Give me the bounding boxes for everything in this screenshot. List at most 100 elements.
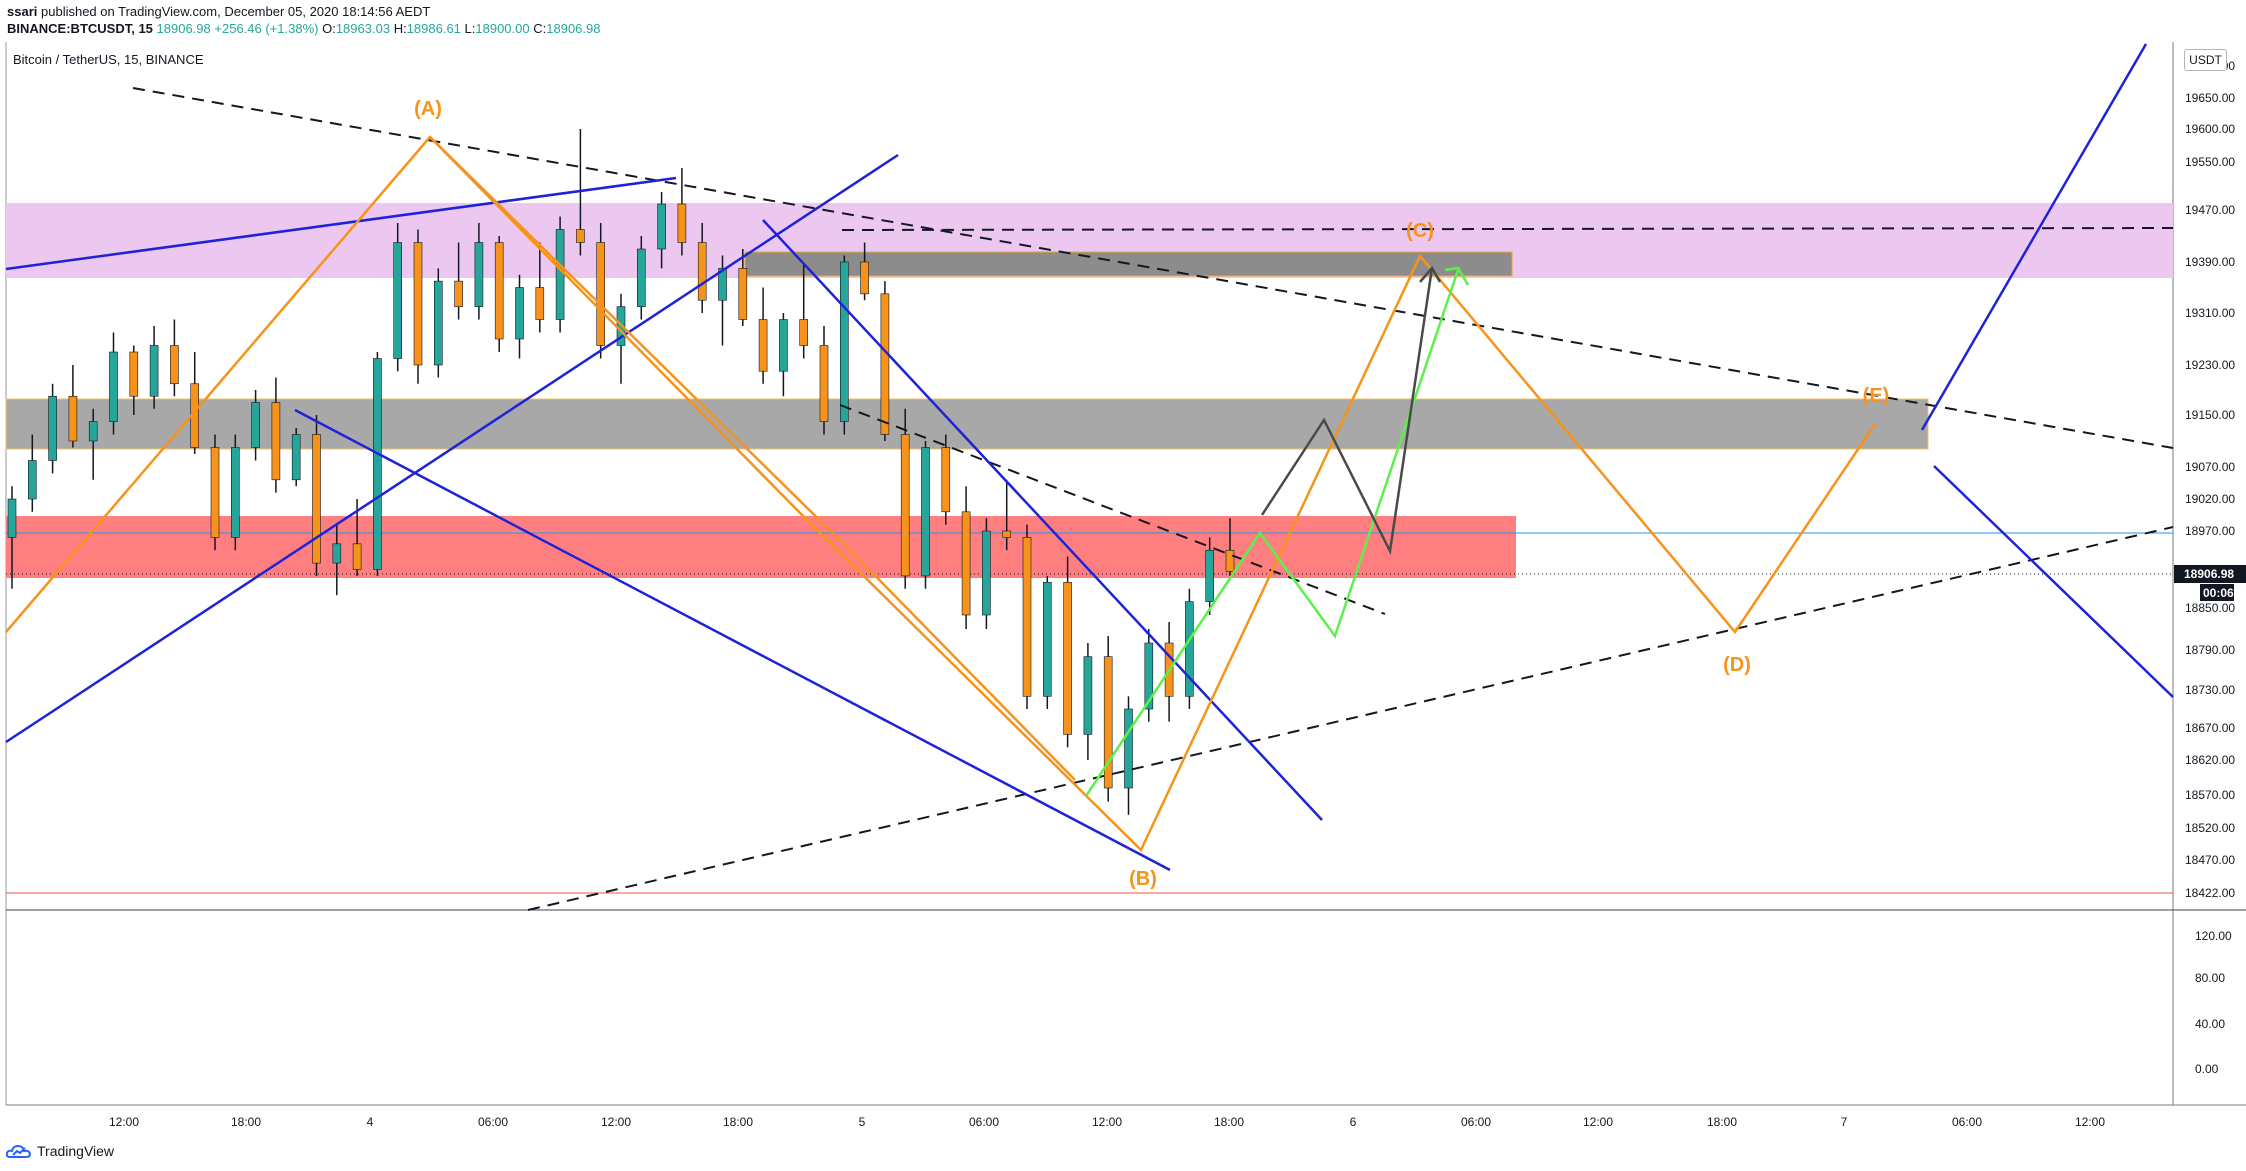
blue-rising-line[interactable] <box>5 153 899 744</box>
time-tick-label: 06:00 <box>1952 1115 1982 1129</box>
author-name[interactable]: ssari <box>7 4 38 19</box>
price-change: +256.46 (+1.38%) <box>214 21 319 36</box>
candle-body <box>961 511 971 616</box>
price-axis[interactable]: 19700.0019650.0019600.0019550.0019470.00… <box>2185 59 2235 900</box>
open-value: 18963.03 <box>335 21 391 36</box>
wave-label-d[interactable]: (D) <box>1723 654 1751 676</box>
candle-body <box>7 498 17 538</box>
price-tick-label: 18422.00 <box>2185 886 2235 900</box>
candle-body <box>149 345 159 397</box>
candle-body <box>1022 537 1032 697</box>
price-tick-label: 18570.00 <box>2185 788 2235 802</box>
high-label: H: <box>393 21 407 36</box>
candle-body <box>1002 530 1012 538</box>
candle-body <box>1185 601 1194 697</box>
time-tick-label: 18:00 <box>1214 1115 1244 1129</box>
candle-body <box>291 434 301 481</box>
candle-body <box>779 319 788 372</box>
time-tick-label: 12:00 <box>601 1115 631 1129</box>
candle-body <box>433 280 443 366</box>
wave-label-b[interactable]: (B) <box>1129 868 1157 890</box>
orange-a-to-b-alt[interactable] <box>429 136 1076 781</box>
candle-body <box>1043 582 1052 697</box>
indicator-tick-label: 80.00 <box>2195 971 2225 985</box>
demand-zone[interactable] <box>6 516 1516 578</box>
candle-body <box>758 319 768 372</box>
time-tick-label: 18:00 <box>231 1115 261 1129</box>
indicator-axis: 120.00 80.00 40.00 0.00 <box>2195 929 2232 1076</box>
candle-body <box>1103 656 1113 789</box>
candle-body <box>170 345 179 385</box>
candle-body <box>332 543 342 564</box>
candle-body <box>109 351 118 422</box>
countdown-badge <box>2200 584 2234 601</box>
upper-triangle-trendline[interactable] <box>132 87 2174 449</box>
cloud-icon <box>6 1144 32 1158</box>
candle-body <box>596 242 606 346</box>
time-tick-label: 12:00 <box>109 1115 139 1129</box>
time-tick-label: 06:00 <box>969 1115 999 1129</box>
candle-body <box>1205 549 1214 602</box>
price-tick-label: 18970.00 <box>2185 524 2235 538</box>
price-tick-label: 19230.00 <box>2185 358 2235 372</box>
price-tick-label: 18850.00 <box>2185 601 2235 615</box>
tradingview-logo[interactable]: TradingView <box>6 1143 114 1159</box>
currency-button[interactable]: USDT <box>2184 49 2227 71</box>
publish-info: published on TradingView.com, December 0… <box>41 4 431 19</box>
last-price-badge-text: 18906.98 <box>2184 567 2234 581</box>
brand-name: TradingView <box>37 1143 115 1159</box>
candle-body <box>1063 582 1072 735</box>
high-value: 18986.61 <box>406 21 461 36</box>
gray-arrow-head <box>1419 265 1442 283</box>
gray-projection-path[interactable] <box>1260 267 1434 556</box>
candle-body <box>27 460 37 500</box>
candle-body <box>1124 708 1133 789</box>
price-tick-label: 18520.00 <box>2185 821 2235 835</box>
blue-breakout-up[interactable] <box>1920 43 2148 431</box>
candle-body <box>1083 656 1093 735</box>
low-label: L: <box>464 21 476 36</box>
close-label: C: <box>533 21 547 36</box>
candle-body <box>68 395 78 442</box>
time-tick-label: 12:00 <box>2075 1115 2105 1129</box>
candle-body <box>454 280 463 307</box>
low-value: 18900.00 <box>475 21 530 36</box>
blue-channel-top[interactable] <box>5 176 677 271</box>
candle-body <box>312 434 321 564</box>
candle-body <box>474 242 484 307</box>
price-tick-label: 18790.00 <box>2185 643 2235 657</box>
candle-body <box>677 203 687 243</box>
time-tick-label: 18:00 <box>1707 1115 1737 1129</box>
price-tick-label: 19310.00 <box>2185 306 2235 320</box>
time-tick-label: 12:00 <box>1583 1115 1613 1129</box>
time-axis[interactable]: 12:00 18:00 4 06:00 12:00 18:00 5 06:00 12:00 18:… <box>109 1115 2105 1129</box>
price-tick-label: 19070.00 <box>2185 460 2235 474</box>
countdown-text: 00:06 <box>2203 586 2234 600</box>
candle-body <box>697 242 707 301</box>
price-tick-label: 19150.00 <box>2185 408 2235 422</box>
wave-label-e[interactable]: (E) <box>1863 385 1890 407</box>
wave-label-c[interactable]: (C) <box>1406 220 1434 242</box>
candle-body <box>555 229 565 320</box>
candle-body <box>515 287 524 340</box>
price-tick-label: 19020.00 <box>2185 492 2235 506</box>
open-label: O: <box>322 21 336 36</box>
candle-body <box>738 268 748 320</box>
wave-label-a[interactable]: (A) <box>414 98 442 120</box>
time-tick-label: 7 <box>1841 1115 1848 1129</box>
green-projection-path[interactable] <box>1084 269 1460 797</box>
candle-body <box>535 287 545 320</box>
candle-body <box>982 530 991 616</box>
candle-body <box>1144 642 1154 710</box>
candle-body <box>941 447 951 513</box>
blue-falling-channel-low[interactable] <box>294 408 1171 872</box>
time-tick-label: 18:00 <box>723 1115 753 1129</box>
blue-falling-channel-high[interactable] <box>762 219 1323 821</box>
lower-triangle-trendline[interactable] <box>527 526 2174 911</box>
blue-breakout-down[interactable] <box>1933 465 2174 698</box>
time-tick-label: 06:00 <box>478 1115 508 1129</box>
candle-body <box>373 358 382 570</box>
resistance-dashed-line[interactable] <box>841 227 2174 231</box>
candle-body <box>657 203 666 250</box>
